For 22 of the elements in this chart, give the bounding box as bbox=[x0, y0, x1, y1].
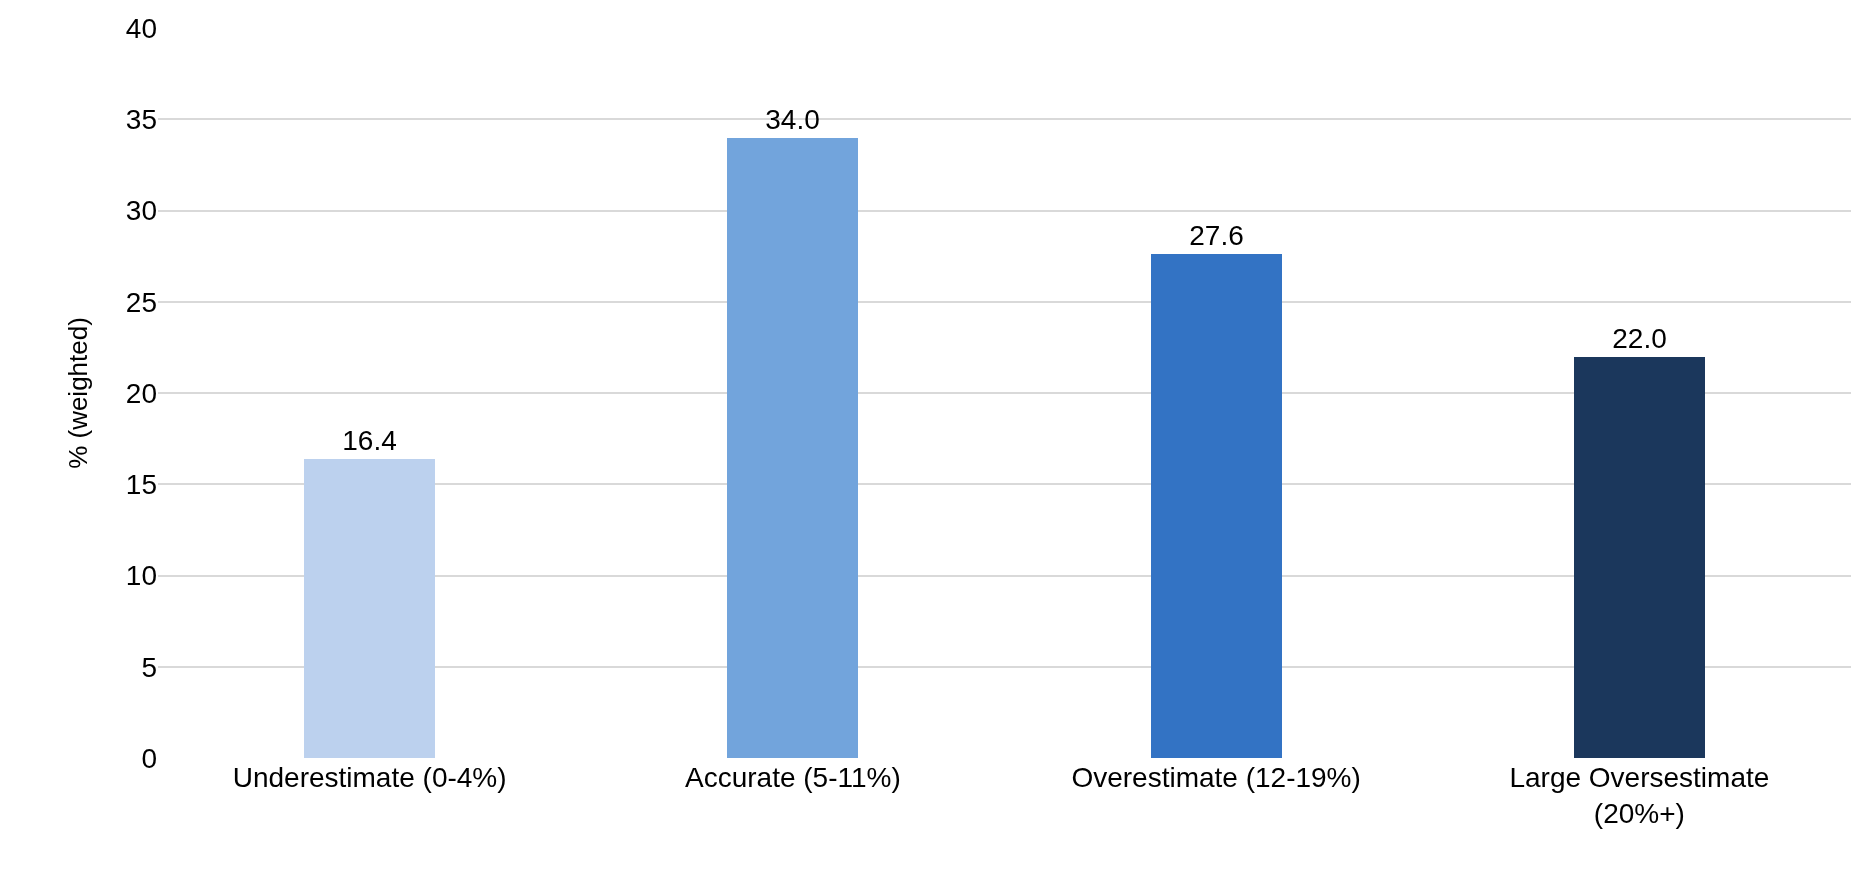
y-tick-label: 40 bbox=[125, 12, 157, 44]
y-tick-label: 35 bbox=[125, 104, 157, 136]
y-tick-label: 10 bbox=[125, 560, 157, 592]
bar bbox=[1151, 254, 1282, 758]
x-tick-label: Large Oversestimate (20%+) bbox=[1509, 762, 1770, 830]
y-tick-label: 0 bbox=[141, 742, 157, 774]
data-label: 27.6 bbox=[1189, 220, 1244, 251]
data-label: 34.0 bbox=[765, 104, 820, 135]
x-tick-label: Overestimate (12-19%) bbox=[1071, 762, 1361, 793]
y-axis-title: % (weighted) bbox=[63, 317, 94, 469]
y-tick-label: 25 bbox=[125, 286, 157, 318]
x-tick-label: Underestimate (0-4%) bbox=[232, 762, 507, 793]
y-tick-label: 15 bbox=[125, 469, 157, 501]
y-tick-label: 20 bbox=[125, 377, 157, 409]
data-label: 16.4 bbox=[342, 425, 397, 456]
y-tick-label: 30 bbox=[125, 195, 157, 227]
bar bbox=[304, 459, 435, 758]
bar bbox=[727, 138, 858, 758]
x-tick-label: Accurate (5-11%) bbox=[684, 762, 901, 793]
data-label: 22.0 bbox=[1612, 323, 1667, 354]
y-tick-label: 5 bbox=[141, 651, 157, 683]
bar bbox=[1574, 357, 1705, 758]
